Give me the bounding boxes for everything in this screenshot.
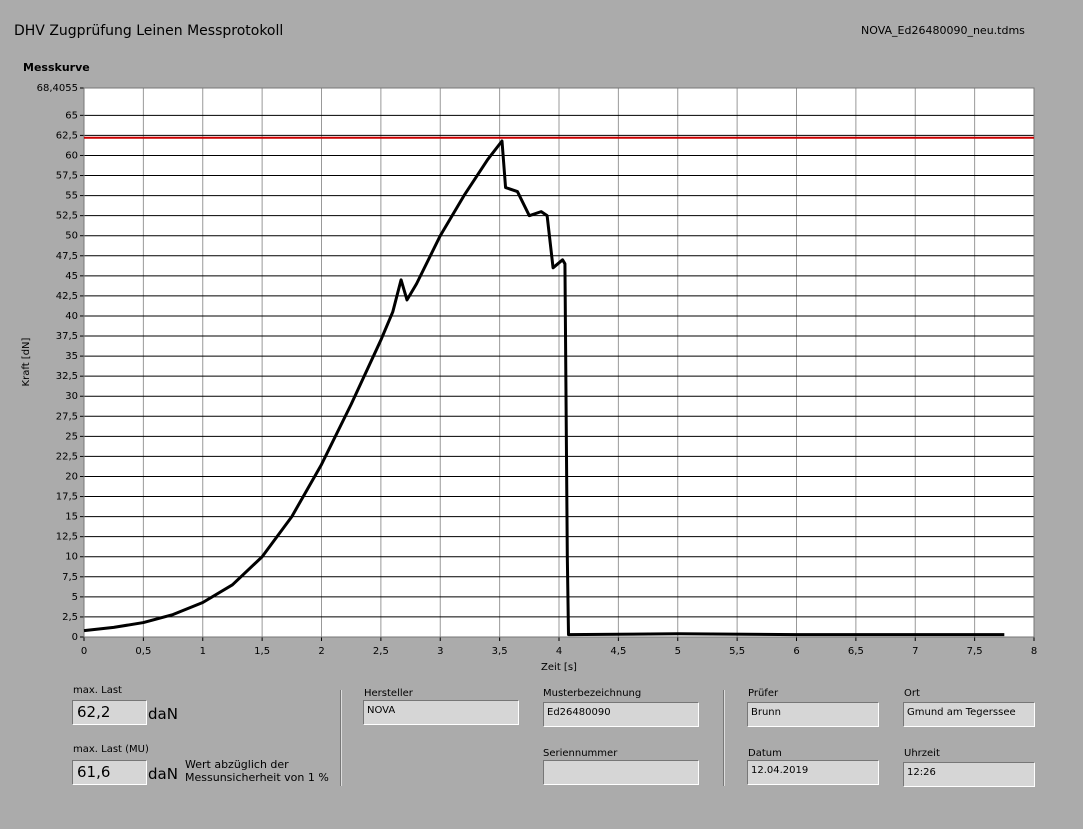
separator [723,690,725,786]
y-tick-label: 5 [72,592,78,603]
field-label: Musterbezeichnung [543,688,642,699]
y-tick-label: 10 [65,552,78,563]
file-name: NOVA_Ed26480090_neu.tdms [861,24,1025,37]
y-axis-label: Kraft [dN] [21,337,32,386]
page-title: DHV Zugprüfung Leinen Messprotokoll [14,23,284,39]
x-tick-label: 0,5 [135,646,151,657]
y-tick-label: 17,5 [56,492,78,503]
field-value: Ed26480090 [543,702,699,727]
x-tick-label: 8 [1031,646,1037,657]
note: Wert abzüglich der Messunsicherheit von … [185,758,329,784]
y-tick-label: 52,5 [56,211,78,222]
y-tick-label: 12,5 [56,532,78,543]
field-value: Brunn [747,702,879,727]
x-tick-label: 5 [675,646,681,657]
y-tick-label: 50 [65,231,78,242]
x-tick-label: 1 [200,646,206,657]
y-tick-label: 55 [65,191,78,202]
field-label: max. Last (MU) [73,744,149,755]
y-tick-label: 37,5 [56,331,78,342]
x-tick-label: 6,5 [848,646,864,657]
y-tick-label: 45 [65,271,78,282]
y-tick-label: 20 [65,471,78,482]
y-tick-label: 35 [65,351,78,362]
field-value: 62,2 [72,700,147,725]
x-tick-label: 5,5 [729,646,745,657]
plot-border [83,87,1035,638]
separator [340,690,342,786]
x-axis-label: Zeit [s] [541,662,577,673]
y-tick-label: 0 [72,632,78,643]
y-tick-label: 15 [65,512,78,523]
field-label: Ort [904,688,920,699]
field-value: 12.04.2019 [747,760,879,785]
y-tick-label: 62,5 [56,130,78,141]
x-tick-label: 7,5 [967,646,983,657]
field-value: Gmund am Tegerssee [903,702,1035,727]
x-tick-label: 4 [556,646,562,657]
field-value: 61,6 [72,760,147,785]
x-tick-label: 4,5 [610,646,626,657]
y-tick-label: 60 [65,150,78,161]
y-tick-label: 57,5 [56,171,78,182]
field-label: Prüfer [748,688,779,699]
chart: Messkurve Zeit [s] Kraft [dN] 0 0,5 1 1,5 2 2… [21,61,1037,673]
field-label: Uhrzeit [904,748,940,759]
field-label: Hersteller [364,688,413,699]
unit: daN [148,705,178,723]
y-tick-label: 32,5 [56,371,78,382]
x-tick-label: 2 [318,646,324,657]
y-tick-label: 47,5 [56,251,78,262]
x-tick-label: 3 [437,646,443,657]
y-tick-label: 68,4055 [37,83,78,94]
y-tick-label: 22,5 [56,451,78,462]
unit: daN [148,765,178,783]
x-tick-label: 0 [81,646,87,657]
field-value: NOVA [363,700,519,725]
field-label: max. Last [73,685,122,696]
x-tick-label: 6 [793,646,799,657]
data-line [83,139,1005,637]
field-label: Seriennummer [543,748,618,759]
field-value [543,760,699,785]
x-tick-label: 3,5 [492,646,508,657]
y-tick-label: 30 [65,391,78,402]
field-label: Datum [748,748,782,759]
y-tick-label: 7,5 [62,572,78,583]
y-tick-label: 42,5 [56,291,78,302]
x-tick-label: 7 [912,646,918,657]
x-tick-label: 2,5 [373,646,389,657]
y-tick-label: 2,5 [62,612,78,623]
field-value: 12:26 [903,762,1035,787]
chart-title: Messkurve [23,61,90,74]
y-tick-label: 65 [65,110,78,121]
y-tick-label: 40 [65,311,78,322]
y-tick-label: 27,5 [56,411,78,422]
x-tick-label: 1,5 [254,646,270,657]
y-tick-label: 25 [65,431,78,442]
